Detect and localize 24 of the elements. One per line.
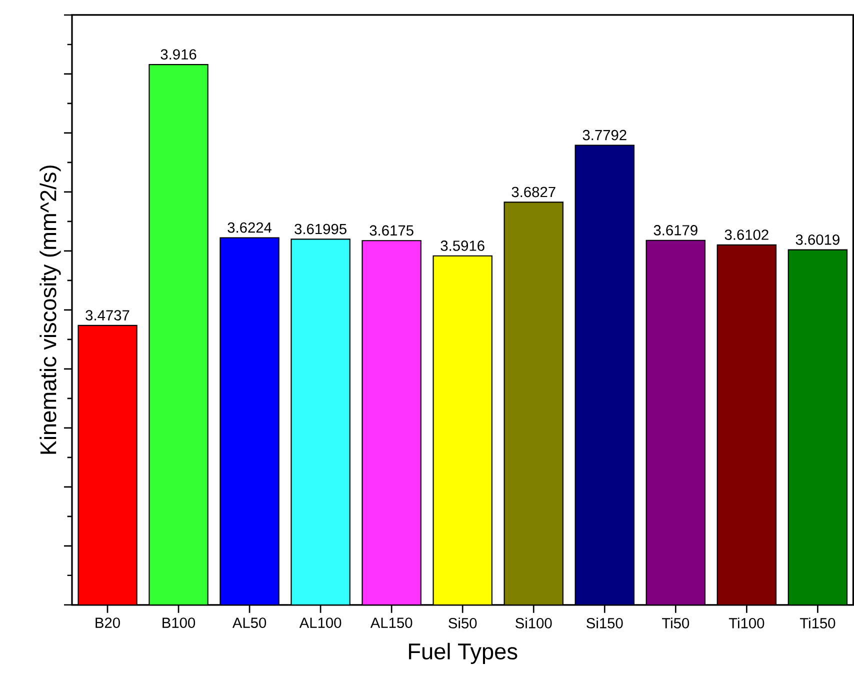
x-axis-title: Fuel Types — [409, 642, 518, 664]
data-label: 3.61995 — [294, 224, 346, 234]
data-label: 3.6224 — [228, 222, 272, 233]
y-axis-title: Kinematic viscosity (mm^2/s) — [40, 166, 61, 454]
x-tick-label: Si100 — [516, 618, 552, 628]
data-label: 3.6179 — [654, 225, 698, 236]
x-tick-label: AL150 — [370, 618, 412, 628]
data-label: 3.7792 — [582, 130, 626, 140]
data-label: 3.6019 — [796, 234, 840, 245]
data-label: 3.6827 — [512, 186, 556, 198]
data-label: 3.6102 — [724, 230, 768, 240]
data-label: 3.4737 — [86, 310, 130, 321]
x-tick-label: Si50 — [448, 618, 477, 628]
x-tick-label: AL50 — [232, 618, 266, 628]
x-tick-label: AL100 — [299, 618, 342, 628]
x-tick-label: B100 — [162, 618, 196, 628]
data-label: 3.916 — [160, 49, 196, 60]
x-tick-label: Ti150 — [800, 618, 836, 628]
data-label: 3.6175 — [370, 225, 414, 236]
x-tick-label: Si150 — [586, 618, 623, 628]
x-tick-label: Ti100 — [728, 618, 764, 628]
x-tick-label: Ti50 — [662, 618, 690, 628]
data-label: 3.5916 — [440, 240, 484, 251]
x-tick-label: B20 — [96, 618, 120, 628]
